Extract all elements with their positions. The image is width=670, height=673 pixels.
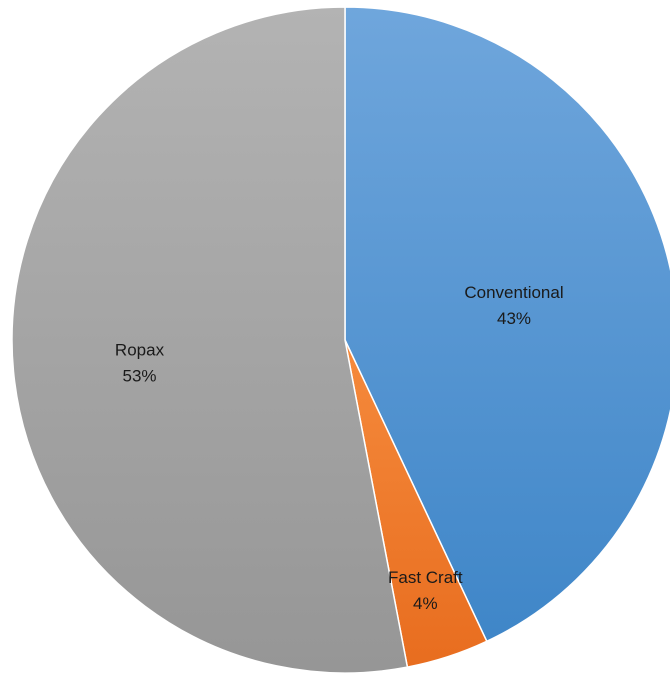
slice-label-percent: 4%	[413, 594, 438, 613]
slice-label-ropax: Ropax 53%	[115, 340, 165, 385]
labels-layer: Conventional 43% Fast Craft 4% Ropax 53%	[115, 283, 564, 613]
slices-layer	[11, 6, 670, 673]
slice-label-conventional: Conventional 43%	[464, 283, 563, 328]
pie-slice-ropax	[11, 6, 409, 673]
slice-label-percent: 43%	[497, 309, 531, 328]
slice-label-percent: 53%	[122, 366, 156, 385]
slice-label-fast-craft: Fast Craft 4%	[388, 568, 463, 613]
slice-label-name: Ropax	[115, 340, 165, 359]
slice-label-name: Fast Craft	[388, 568, 463, 587]
slice-label-name: Conventional	[464, 283, 563, 302]
